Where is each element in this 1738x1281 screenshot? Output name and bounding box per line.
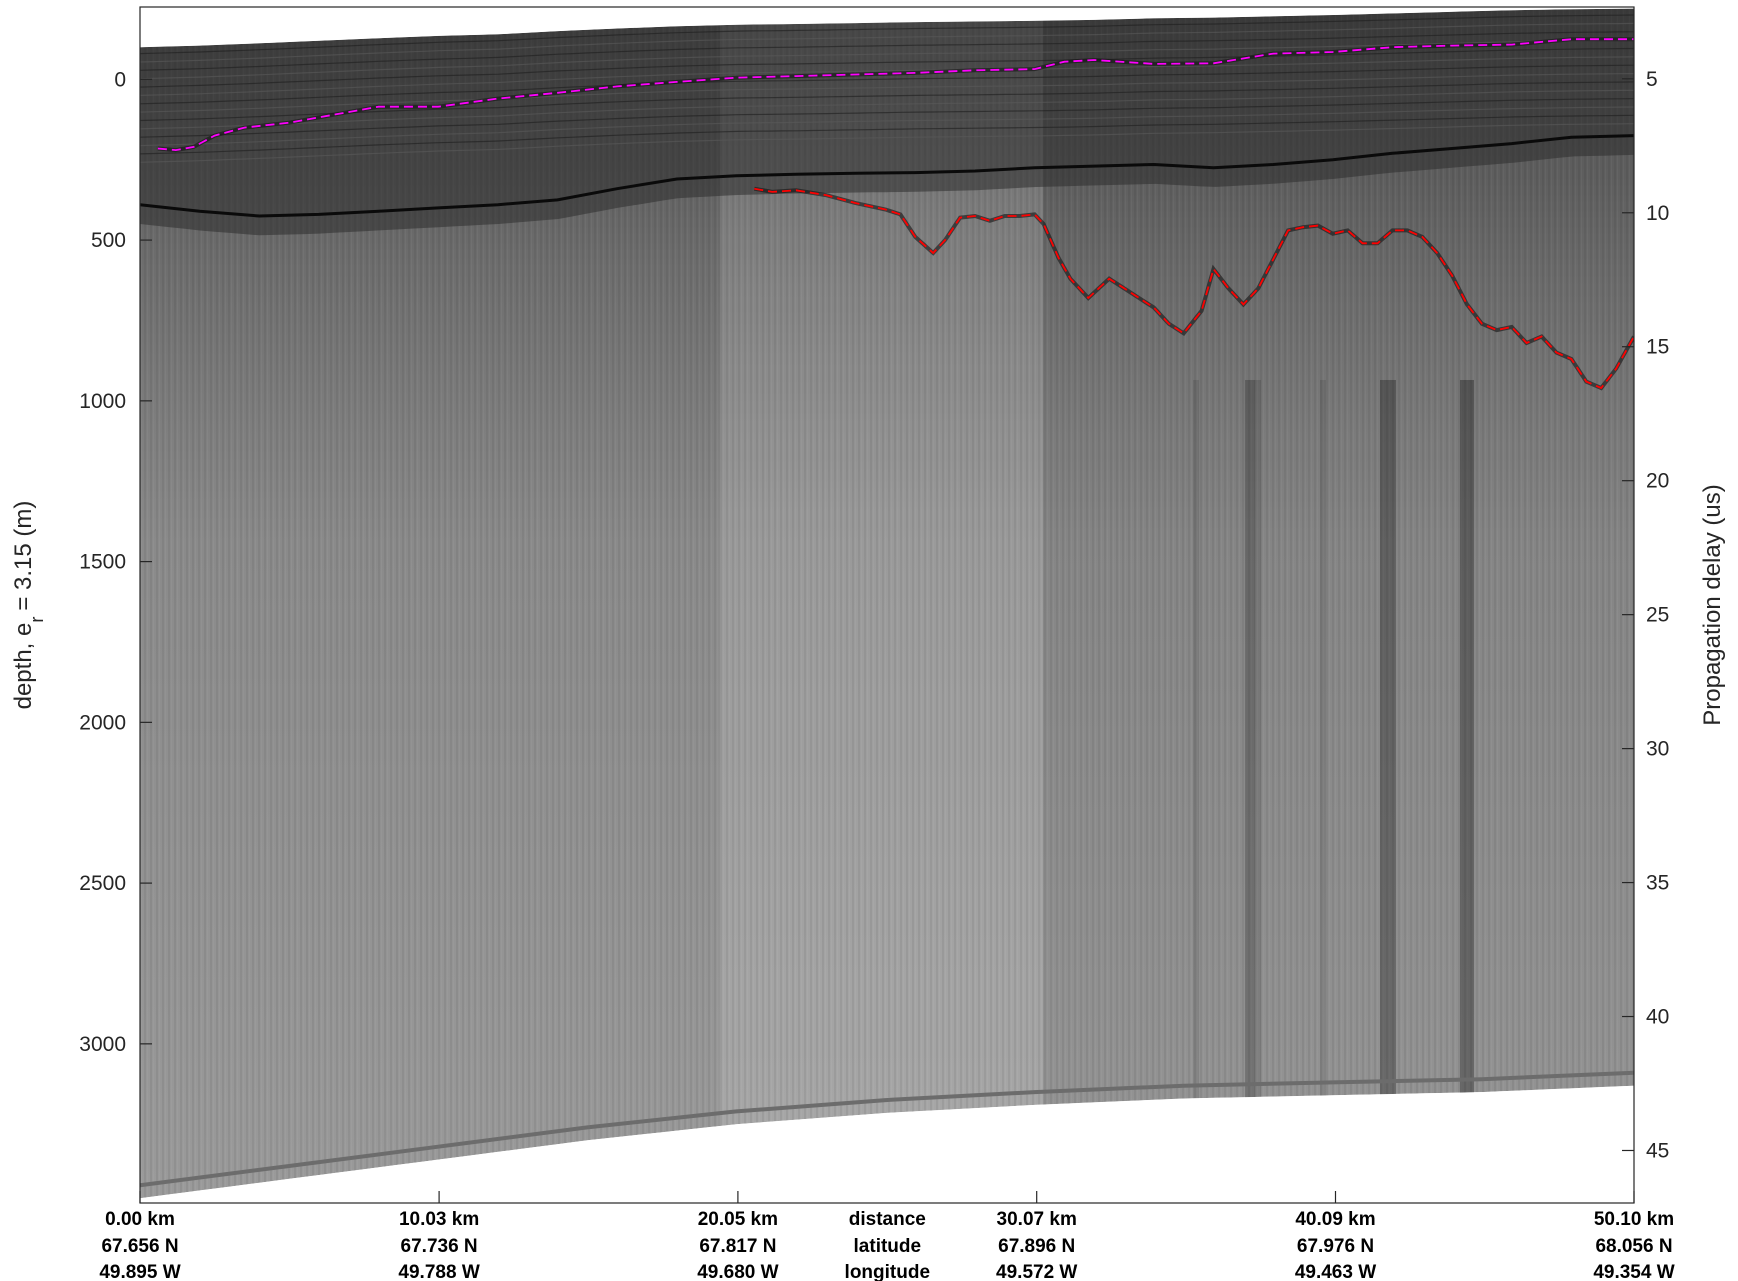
- latitude-label: 67.976 N: [1297, 1236, 1374, 1257]
- bed-echo-line: [140, 1070, 1634, 1188]
- vertical-streak: [1245, 380, 1255, 1110]
- internal-layer: [140, 106, 1634, 147]
- y-axis-label: depth, er= 3.15 (m): [10, 501, 47, 710]
- y2-tick-label: 30: [1646, 738, 1669, 761]
- latitude-label: 67.736 N: [401, 1236, 478, 1257]
- distance-label: 50.10 km: [1594, 1209, 1674, 1230]
- vertical-streak: [1460, 380, 1474, 1110]
- y-tick-label: 0: [114, 68, 126, 91]
- echogram-texture: [140, 8, 1634, 1199]
- y2-axis-label: Propagation delay (us): [1699, 484, 1726, 725]
- distance-label: 10.03 km: [399, 1209, 479, 1230]
- latitude-label: 67.896 N: [998, 1236, 1075, 1257]
- internal-layers: [140, 8, 1634, 1188]
- y-tick-label: 3000: [79, 1033, 126, 1056]
- distance-label: 40.09 km: [1295, 1209, 1375, 1230]
- latitude-label: 68.056 N: [1595, 1236, 1672, 1257]
- latitude-label: 67.817 N: [699, 1236, 776, 1257]
- internal-layer: [140, 31, 1634, 71]
- y2-tick-label: 40: [1646, 1006, 1669, 1029]
- plot-area: [140, 7, 1634, 1203]
- internal-layer: [140, 14, 1634, 55]
- y-tick-label: 1000: [79, 390, 126, 413]
- longitude-label: 49.572 W: [996, 1262, 1077, 1281]
- longitude-label: 49.354 W: [1593, 1262, 1674, 1281]
- above-surface-blank: [140, 7, 1634, 48]
- y2-tick-label: 45: [1646, 1139, 1669, 1162]
- surface-trace-line: [157, 38, 1634, 152]
- latitude-label: 67.656 N: [101, 1236, 178, 1257]
- traced-horizons: [157, 37, 1634, 391]
- longitude-label: 49.680 W: [697, 1262, 778, 1281]
- internal-layer: [140, 64, 1634, 105]
- y-axis-left: 0 500 1000 1500 2000 2500 3000: [79, 68, 152, 1056]
- vertical-streak: [1320, 380, 1326, 1110]
- latitude-row-title: latitude: [854, 1236, 922, 1257]
- distance-label: 0.00 km: [105, 1209, 175, 1230]
- bright-horizon-line: [140, 134, 1634, 218]
- internal-layer: [140, 114, 1634, 155]
- y2-tick-label: 15: [1646, 336, 1669, 359]
- vertical-streak: [1193, 380, 1199, 1110]
- internal-layer: [140, 22, 1634, 63]
- internal-layer: [140, 73, 1634, 113]
- longitude-label: 49.788 W: [398, 1262, 479, 1281]
- distance-label: 20.05 km: [698, 1209, 778, 1230]
- y-tick-label: 500: [91, 229, 126, 252]
- plot-frame: [139, 6, 1635, 1204]
- y2-tick-label: 10: [1646, 202, 1669, 225]
- y-tick-label: 2500: [79, 872, 126, 895]
- internal-layer: [140, 47, 1634, 88]
- internal-layer: [140, 81, 1634, 122]
- y2-tick-label: 25: [1646, 604, 1669, 627]
- y2-tick-label: 20: [1646, 470, 1669, 493]
- internal-layer: [140, 89, 1634, 130]
- y2-tick-label: 5: [1646, 68, 1658, 91]
- longitude-label: 49.895 W: [99, 1262, 180, 1281]
- longitude-label: 49.463 W: [1295, 1262, 1376, 1281]
- y-tick-label: 1500: [79, 551, 126, 574]
- x-axis-label-rows: 0.00 km 10.03 km 20.05 km 30.07 km 40.09 km 5…: [99, 1209, 1674, 1281]
- internal-layer: [140, 98, 1634, 138]
- distance-row-title: distance: [849, 1209, 926, 1230]
- internal-layer: [140, 39, 1634, 80]
- distance-label: 30.07 km: [997, 1209, 1077, 1230]
- internal-layer: [140, 123, 1634, 163]
- vertical-streak: [1380, 380, 1396, 1110]
- vertical-streaks: [1193, 380, 1474, 1110]
- longitude-row-title: longitude: [845, 1262, 930, 1281]
- y2-tick-label: 35: [1646, 872, 1669, 895]
- vertical-streak: [1255, 380, 1261, 1110]
- y-axis-right: 5 10 15 20 25 30 35 40 45: [1622, 68, 1669, 1162]
- basal-trace-line: [754, 187, 1634, 390]
- y-tick-label: 2000: [79, 711, 126, 734]
- x-axis: [139, 1191, 1635, 1203]
- below-bed-blank: [140, 1085, 1634, 1203]
- internal-layer: [140, 56, 1634, 96]
